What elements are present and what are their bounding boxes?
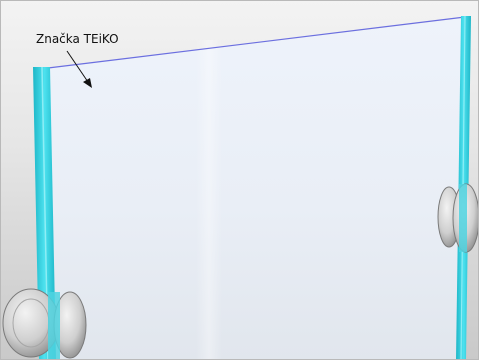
annotation-arrow: [66, 50, 92, 88]
annotation-label: Značka TEiKO: [36, 32, 119, 46]
clamp-knob-right: [437, 183, 479, 253]
panel-reflection: [196, 40, 222, 360]
glass-panel: [50, 18, 465, 360]
glass-top-edge: [47, 16, 466, 69]
clamp-knob-left: [2, 288, 87, 360]
